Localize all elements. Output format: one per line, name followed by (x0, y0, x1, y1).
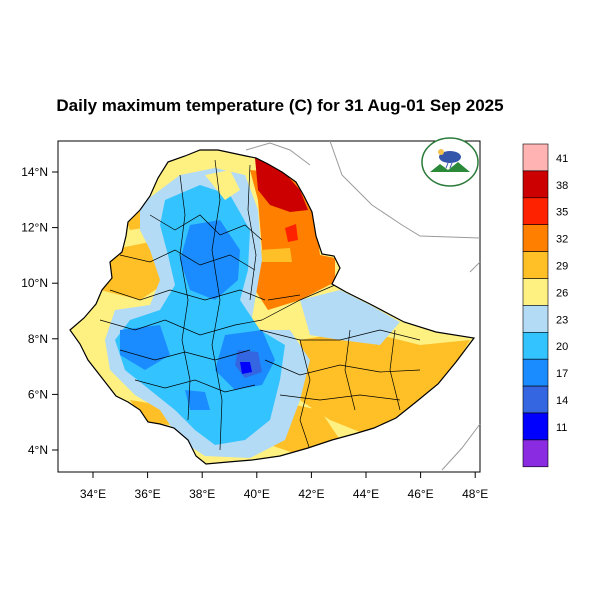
colorbar-label: 35 (556, 207, 568, 219)
colorbar-swatch (522, 278, 549, 306)
y-tick-label: 14°N (21, 165, 48, 179)
x-axis: 34°E 36°E 38°E 40°E 42°E 44°E 46°E 48°E (80, 472, 488, 501)
colorbar-label: 20 (556, 341, 568, 353)
colorbar: 41 38 35 32 29 26 23 20 17 14 11 (522, 143, 568, 468)
colorbar-label: 14 (556, 395, 568, 407)
colorbar-swatch (522, 143, 549, 172)
plot-frame (57, 140, 481, 473)
x-tick-label: 36°E (135, 487, 161, 501)
colorbar-swatch (522, 197, 549, 226)
colorbar-label: 26 (556, 287, 568, 299)
colorbar-label: 17 (556, 368, 568, 380)
colorbar-label: 11 (556, 422, 567, 434)
colorbar-swatch (522, 331, 549, 360)
y-axis: 14°N 12°N 10°N 8°N 6°N 4°N (21, 165, 58, 457)
colorbar-label: 41 (556, 153, 568, 165)
neighbor-borders (245, 140, 481, 471)
colorbar-swatch (522, 224, 549, 252)
x-tick-label: 44°E (353, 487, 379, 501)
ethiopian-meteorology-institute-logo (421, 137, 479, 187)
admin-boundaries (99, 159, 421, 451)
y-tick-label: 4°N (28, 443, 48, 457)
y-tick-label: 8°N (28, 332, 48, 346)
y-tick-label: 6°N (28, 387, 48, 401)
colorbar-swatch (522, 385, 549, 414)
colorbar-swatch (522, 358, 549, 387)
colorbar-swatch (522, 412, 549, 441)
y-tick-label: 12°N (21, 221, 48, 235)
colorbar-swatch (522, 439, 549, 468)
temperature-field (70, 150, 474, 464)
colorbar-label: 29 (556, 261, 568, 273)
x-tick-label: 38°E (189, 487, 215, 501)
colorbar-label: 23 (556, 314, 568, 326)
x-tick-label: 48°E (462, 487, 488, 501)
country-outline (69, 149, 476, 465)
colorbar-swatch (522, 305, 549, 333)
map-title: Daily maximum temperature (C) for 31 Aug… (56, 96, 504, 115)
colorbar-label: 32 (556, 234, 568, 246)
y-tick-label: 10°N (21, 276, 48, 290)
x-tick-label: 40°E (244, 487, 270, 501)
x-tick-label: 46°E (408, 487, 434, 501)
x-tick-label: 42°E (298, 487, 324, 501)
colorbar-swatch (522, 251, 549, 279)
x-tick-label: 34°E (80, 487, 106, 501)
colorbar-swatch (522, 170, 549, 199)
colorbar-label: 38 (556, 180, 568, 192)
